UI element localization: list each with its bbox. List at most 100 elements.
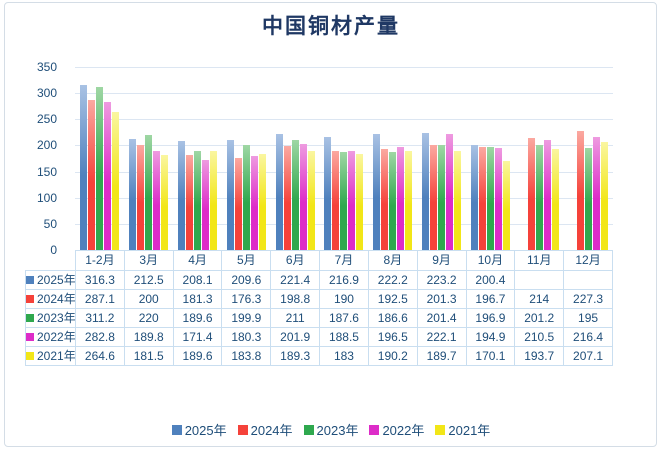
table-header-cell: 4月: [172, 250, 223, 271]
bar: [528, 138, 536, 250]
table-header-cell: 7月: [319, 250, 369, 271]
bar: [593, 136, 601, 250]
legend-key-swatch: [369, 424, 380, 435]
table-cell: 189.6: [172, 308, 223, 328]
bar: [258, 153, 266, 250]
bar: [283, 146, 291, 250]
table-header-cell: 9月: [416, 250, 467, 271]
y-axis-tick: 100: [36, 190, 57, 205]
y-axis-tick: 0: [50, 243, 57, 257]
table-header-cell: 3月: [123, 250, 174, 271]
table-header-cell: 12月: [563, 250, 613, 271]
bar: [340, 151, 348, 250]
table-cell: 214: [514, 289, 565, 309]
table-cell: 196.7: [465, 289, 516, 309]
bar: [79, 84, 87, 250]
table-cell: 189.8: [123, 327, 174, 347]
bar: [209, 150, 217, 250]
bar: [152, 150, 160, 250]
data-table-body: 1-2月 3月 4月 5月 6月 7月 8月 9月 10月 11月 12月 2025年 316.3 212…: [25, 250, 613, 366]
legend-label: 2023年: [316, 423, 359, 438]
bar: [177, 141, 185, 250]
legend-label: 2022年: [382, 423, 425, 438]
table-cell: 183.8: [221, 346, 272, 366]
bar: [495, 148, 503, 250]
bar: [160, 155, 168, 250]
series-key-swatch: [26, 275, 34, 284]
gridline: [75, 67, 613, 68]
table-cell: 222.1: [416, 327, 467, 347]
table-cell: 196.9: [465, 308, 516, 328]
table-header-cell: 11月: [514, 250, 565, 271]
table-cell: 183: [319, 346, 369, 366]
bar-group: [75, 67, 124, 250]
bar: [503, 161, 511, 250]
series-name: 2021年: [37, 349, 76, 363]
bar: [144, 134, 152, 250]
bar: [544, 139, 552, 250]
table-header-cell: 8月: [367, 250, 418, 271]
legend-key-swatch: [171, 424, 182, 435]
plot-area: [75, 67, 613, 250]
series-key-swatch: [26, 351, 34, 360]
y-axis-tick: 250: [36, 112, 57, 127]
table-cell: 201.4: [416, 308, 467, 328]
table-cell: 282.8: [75, 327, 125, 347]
legend-item: 2021年: [435, 420, 490, 439]
table-cell: 220: [123, 308, 174, 328]
table-cell: 208.1: [172, 270, 223, 290]
series-key-swatch: [26, 294, 34, 303]
table-row: 2025年 316.3 212.5 208.1 209.6 221.4 216.9 222.2…: [25, 270, 613, 290]
bar: [438, 144, 446, 250]
table-cell: 200.4: [465, 270, 516, 290]
table-cell: 196.5: [367, 327, 418, 347]
series-name: 2024年: [37, 292, 76, 306]
bar: [397, 147, 405, 250]
table-cell: 209.6: [221, 270, 272, 290]
table-cell: [563, 270, 613, 290]
gridline: [75, 145, 613, 147]
bar: [299, 144, 307, 250]
table-cell: 192.5: [367, 289, 418, 309]
bar: [536, 144, 544, 250]
bar: [446, 133, 454, 250]
legend-item: 2024年: [237, 420, 293, 439]
bar: [226, 140, 234, 250]
table-row-label: 2025年: [25, 270, 76, 290]
table-cell: 187.6: [319, 308, 369, 328]
legend-item: 2025年: [171, 420, 227, 439]
legend-key-swatch: [435, 424, 446, 435]
chart-title: 中国铜材产量: [262, 15, 400, 38]
table-cell: 189.6: [172, 346, 223, 366]
bar: [291, 139, 299, 250]
bar: [332, 150, 340, 250]
table-cell: 190.2: [367, 346, 418, 366]
table-cell: 176.3: [221, 289, 272, 309]
table-cell: 194.9: [465, 327, 516, 347]
table-row: 2024年 287.1 200 181.3 176.3 198.8 190 192.5 201.…: [25, 289, 613, 309]
legend-item: 2023年: [303, 420, 359, 439]
table-cell: 195: [563, 308, 613, 328]
series-key-swatch: [26, 332, 34, 341]
bar: [552, 148, 560, 250]
table-cell: 190: [319, 289, 369, 309]
bar: [111, 111, 119, 250]
legend-key-swatch: [303, 424, 314, 435]
table-cell: [514, 270, 565, 290]
table-header-cell: 5月: [221, 250, 272, 271]
table-cell: 221.4: [270, 270, 321, 290]
series-name: 2025年: [37, 273, 76, 287]
table-cell: 216.9: [319, 270, 369, 290]
bar: [373, 133, 381, 250]
bar: [601, 141, 609, 250]
y-axis-tick: 350: [36, 60, 57, 74]
bar-group: [417, 67, 466, 250]
bar: [577, 131, 585, 250]
table-cell: 193.7: [514, 346, 565, 366]
table-cell: 201.2: [514, 308, 565, 328]
y-axis-tick: 300: [36, 86, 57, 101]
table-cell: 311.2: [75, 308, 125, 328]
bar-group: [466, 67, 515, 250]
data-table: 1-2月 3月 4月 5月 6月 7月 8月 9月 10月 11月 12月 2025年 316.3 212…: [25, 250, 613, 366]
